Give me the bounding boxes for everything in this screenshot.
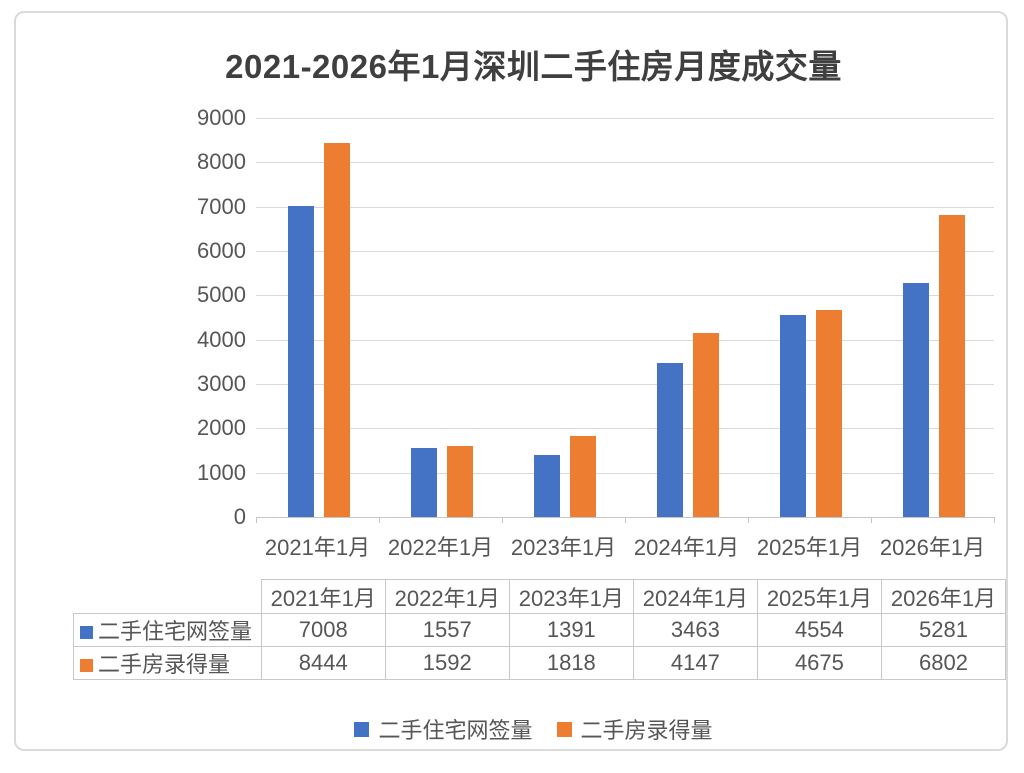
table-value-cell: 6802 — [880, 646, 1007, 680]
table-row-label: 二手房录得量 — [73, 646, 262, 680]
legend-item: 二手房录得量 — [556, 713, 713, 745]
x-axis-line — [256, 517, 994, 518]
bar-series2-cat1 — [323, 142, 350, 517]
chart-card: 2021-2026年1月深圳二手住房月度成交量 0 1000 2000 3000 400… — [14, 11, 1008, 751]
bar-series1-cat1 — [287, 206, 314, 517]
y-axis-tick-label: 2000 — [197, 415, 246, 441]
x-axis-tick — [379, 517, 380, 523]
bar-series2-cat3 — [569, 436, 596, 517]
gridline — [256, 428, 994, 430]
x-axis-category-label: 2024年1月 — [633, 535, 740, 560]
bar-series2-cat4 — [692, 333, 719, 517]
table-header-cell: 2025年1月 — [756, 579, 882, 614]
gridline — [256, 162, 994, 164]
bar-series2-cat6 — [938, 215, 965, 517]
series-swatch-icon — [80, 626, 93, 639]
bar-series1-cat6 — [902, 282, 929, 517]
y-axis-tick-label: 7000 — [197, 193, 246, 219]
legend: 二手住宅网签量 二手房录得量 — [73, 713, 994, 745]
legend-swatch-icon — [556, 721, 572, 737]
x-axis-category-label: 2022年1月 — [387, 535, 494, 560]
y-axis-tick-label: 9000 — [197, 105, 246, 130]
bar-series1-cat3 — [533, 455, 560, 517]
y-axis-tick-label: 1000 — [197, 459, 246, 485]
y-axis-tick-label: 6000 — [197, 238, 246, 263]
legend-swatch-icon — [354, 721, 370, 737]
table-corner-cell — [74, 580, 262, 614]
bar-series1-cat5 — [779, 315, 806, 517]
table-value-cell: 1391 — [508, 613, 634, 647]
table-value-cell: 5281 — [880, 613, 1007, 647]
gridline — [256, 295, 994, 297]
bar-series1-cat2 — [410, 447, 437, 517]
gridline — [256, 206, 994, 208]
table-value-cell: 1818 — [508, 646, 634, 680]
bar-series1-cat4 — [656, 363, 683, 517]
table-value-cell: 3463 — [632, 613, 758, 647]
table-header-cell: 2022年1月 — [384, 579, 510, 614]
chart-title: 2021-2026年1月深圳二手住房月度成交量 — [225, 48, 842, 85]
x-axis-category-label: 2026年1月 — [879, 535, 986, 560]
x-axis-tick — [994, 517, 995, 523]
legend-item: 二手住宅网签量 — [354, 713, 533, 745]
x-axis-category-label: 2025年1月 — [756, 535, 863, 560]
y-axis-tick-label: 4000 — [197, 326, 246, 352]
x-axis-category-label: 2021年1月 — [264, 535, 371, 560]
table-value-cell: 1592 — [384, 646, 510, 680]
legend-label: 二手房录得量 — [580, 718, 713, 743]
gridline — [256, 251, 994, 252]
table-value-cell: 4147 — [632, 646, 758, 680]
bar-series2-cat5 — [815, 309, 842, 517]
table-value-cell: 1557 — [384, 613, 510, 647]
table-header-cell: 2023年1月 — [508, 579, 634, 614]
y-axis-tick-label: 5000 — [197, 282, 246, 308]
data-table: 2021年1月 2022年1月 2023年1月 2024年1月 2025年1月 2026年… — [73, 579, 1007, 680]
gridline — [256, 384, 994, 385]
table-header-cell: 2024年1月 — [632, 579, 758, 614]
x-axis-tick — [748, 517, 749, 523]
table-value-cell: 8444 — [260, 646, 386, 680]
table-value-cell: 4675 — [756, 646, 882, 680]
x-axis-tick — [502, 517, 503, 523]
x-axis-tick — [625, 517, 626, 523]
series-swatch-icon — [80, 659, 93, 672]
y-axis-tick-label: 8000 — [197, 149, 246, 175]
y-axis-tick-label: 3000 — [197, 371, 246, 396]
table-row-label: 二手住宅网签量 — [73, 613, 262, 647]
table-row: 二手住宅网签量 7008 1557 1391 3463 4554 5281 — [73, 613, 1007, 647]
legend-label: 二手住宅网签量 — [378, 718, 533, 743]
table-header-cell: 2026年1月 — [880, 579, 1007, 614]
x-axis-category-label: 2023年1月 — [510, 535, 617, 560]
x-axis-tick — [256, 517, 257, 523]
y-axis-tick-label: 0 — [233, 504, 246, 529]
table-value-cell: 7008 — [260, 613, 386, 647]
x-axis-tick — [871, 517, 872, 523]
bar-series2-cat2 — [446, 446, 473, 517]
gridline — [256, 339, 994, 341]
table-header-cell: 2021年1月 — [260, 579, 386, 614]
gridline — [256, 472, 994, 474]
table-row: 二手房录得量 8444 1592 1818 4147 4675 6802 — [73, 646, 1007, 680]
table-value-cell: 4554 — [756, 613, 882, 647]
gridline — [256, 118, 994, 119]
